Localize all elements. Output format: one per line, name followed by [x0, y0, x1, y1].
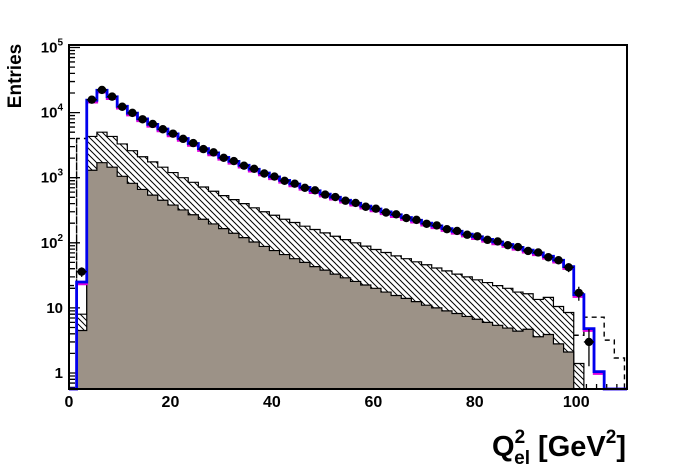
data-point	[300, 183, 310, 192]
data-point	[341, 196, 350, 205]
y-tick-labels: 1 10 102 103 104 105	[41, 38, 64, 383]
x-title-base: Q	[492, 431, 515, 463]
x-title-sup: 2	[515, 427, 526, 448]
data-point	[513, 242, 523, 252]
data-point	[168, 129, 178, 138]
data-point	[199, 144, 208, 154]
data-point	[463, 230, 472, 239]
data-point	[534, 248, 543, 257]
data-point	[189, 138, 198, 148]
x-title-sup2: 2	[606, 427, 617, 448]
data-point	[412, 215, 421, 225]
data-point	[574, 288, 584, 298]
y-tick-label: 104	[41, 103, 64, 122]
data-point	[523, 246, 533, 256]
data-point	[473, 232, 482, 241]
data-point	[290, 179, 299, 188]
data-point	[503, 240, 512, 250]
data-point	[391, 210, 401, 219]
data-point	[280, 176, 289, 186]
x-title-sub: el	[514, 448, 530, 469]
data-point	[554, 256, 563, 265]
y-tick-label: 105	[41, 38, 64, 57]
data-point	[128, 108, 137, 118]
data-point	[452, 226, 462, 236]
data-point	[138, 115, 147, 124]
data-point	[493, 237, 502, 246]
y-tick-label: 103	[41, 168, 64, 187]
data-point	[209, 148, 218, 157]
y-axis-title: Entries	[5, 44, 26, 108]
data-point	[402, 213, 411, 223]
data-point	[219, 153, 228, 163]
data-point	[310, 186, 320, 195]
data-point	[422, 219, 431, 228]
x-axis-title: Q2 el [GeV2]	[492, 427, 626, 469]
plot-frame	[68, 44, 628, 390]
data-point	[331, 192, 340, 202]
data-point	[77, 267, 86, 276]
data-point	[97, 85, 107, 95]
data-point	[118, 102, 127, 111]
x-tick-label: 20	[162, 394, 180, 411]
x-tick-label: 80	[466, 394, 484, 411]
data-point	[249, 164, 259, 173]
data-point	[178, 134, 188, 144]
data-point	[371, 204, 381, 213]
data-point	[229, 156, 239, 166]
data-point	[87, 95, 97, 104]
data-point	[564, 263, 573, 272]
data-point	[320, 190, 330, 199]
data-point	[107, 92, 117, 101]
x-tick-label: 40	[263, 394, 281, 411]
dashed-histogram	[69, 137, 626, 389]
data-points	[76, 85, 595, 367]
data-point	[432, 221, 441, 230]
x-tick-label: 0	[65, 394, 74, 411]
data-point	[381, 208, 391, 217]
data-point	[239, 161, 249, 170]
data-point	[260, 169, 269, 178]
x-tick-label: 60	[364, 394, 382, 411]
data-point	[544, 253, 553, 262]
data-point	[351, 198, 360, 208]
gray-histogram	[76, 162, 575, 390]
data-point	[270, 172, 279, 181]
x-tick-label: 100	[563, 394, 590, 411]
y-tick-label: 10	[46, 300, 63, 317]
data-point	[584, 337, 594, 347]
data-point	[158, 125, 168, 134]
data-point	[483, 235, 492, 245]
y-tick-label: 1	[55, 365, 63, 382]
data-point	[148, 119, 157, 129]
blue-histogram	[69, 88, 627, 391]
data-point	[442, 224, 452, 234]
data-point	[361, 202, 370, 211]
x-title-mid: [GeV	[530, 431, 606, 463]
x-title-close: ]	[616, 431, 626, 463]
x-tick-labels: 0 20 40 60 80 100	[65, 394, 590, 411]
y-tick-label: 102	[41, 233, 64, 252]
